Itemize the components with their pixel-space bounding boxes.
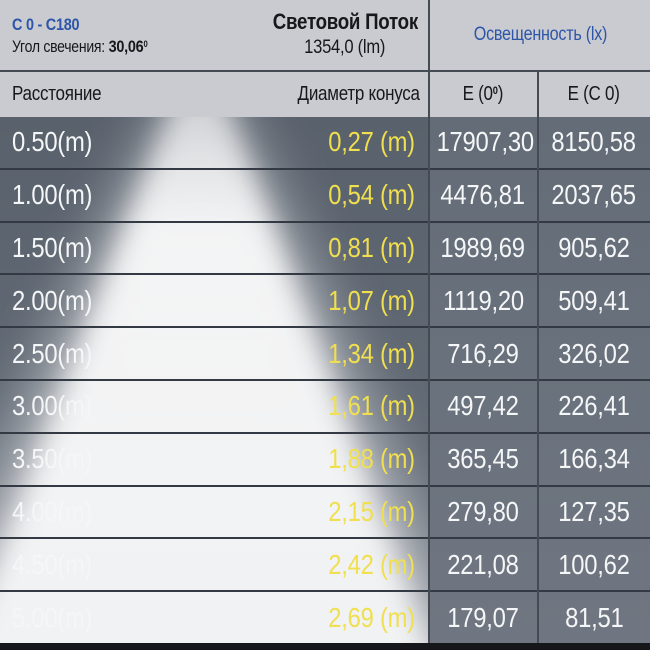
column-cone-diameter: Диаметр конуса xyxy=(297,83,420,105)
e0-cell: 497,42 xyxy=(447,390,519,422)
distance-cell: 0.50(m) xyxy=(12,126,93,158)
beam-angle-sup: 0 xyxy=(143,39,148,50)
distance-cell: 4.50(m) xyxy=(12,548,93,580)
cone-diameter-cell: 1,07 (m) xyxy=(328,284,415,316)
cone-diameter-cell: 1,88 (m) xyxy=(328,443,415,475)
ec0-cell: 100,62 xyxy=(558,548,630,580)
ec0-cell: 8150,58 xyxy=(551,126,637,158)
table-body: 0.50(m) 0,27 (m) 17907,30 8150,58 1.00(m… xyxy=(0,117,650,643)
table-row: 1.00(m) 0,54 (m) 4476,81 2037,65 xyxy=(0,167,650,221)
table-row: 4.50(m) 2,42 (m) 221,08 100,62 xyxy=(0,537,650,590)
cone-diameter-cell: 2,42 (m) xyxy=(328,548,415,580)
distance-cell: 3.00(m) xyxy=(12,390,93,422)
ec0-cell: 226,41 xyxy=(558,390,630,422)
table-row: 2.00(m) 1,07 (m) 1119,20 509,41 xyxy=(0,273,650,326)
e0-cell: 1989,69 xyxy=(440,231,526,263)
ec0-cell: 166,34 xyxy=(558,443,630,475)
ec0-cell: 81,51 xyxy=(564,601,624,633)
ec0-cell: 326,02 xyxy=(558,337,630,369)
e0-cell: 1119,20 xyxy=(442,284,524,316)
cone-diameter-cell: 0,54 (m) xyxy=(328,179,415,211)
e0-cell: 4476,81 xyxy=(440,179,526,211)
bottom-bar xyxy=(0,643,650,650)
cone-diameter-cell: 0,27 (m) xyxy=(328,126,415,158)
table-header: C 0 - C180 Угол свечения: 30,060 Светово… xyxy=(0,0,650,70)
table-row: 0.50(m) 0,27 (m) 17907,30 8150,58 xyxy=(0,117,650,168)
table-rows: 0.50(m) 0,27 (m) 17907,30 8150,58 1.00(m… xyxy=(0,117,650,643)
distance-cell: 1.00(m) xyxy=(12,179,93,211)
cone-diameter-cell: 1,61 (m) xyxy=(328,390,415,422)
column-ec0: E (C 0) xyxy=(567,83,621,105)
luminous-flux-title: Световой Поток xyxy=(272,9,418,34)
cone-diameter-cell: 2,15 (m) xyxy=(328,495,415,527)
e0-cell: 179,07 xyxy=(447,601,519,633)
table-row: 3.50(m) 1,88 (m) 365,45 166,34 xyxy=(0,431,650,485)
illuminance-title: Освещенность (lx) xyxy=(473,24,607,45)
c-plane-label: C 0 - C180 xyxy=(12,15,80,34)
distance-cell: 3.50(m) xyxy=(12,443,93,475)
e0-cell: 365,45 xyxy=(447,443,519,475)
e0-cell: 17907,30 xyxy=(436,126,534,158)
e0-cell: 221,08 xyxy=(447,548,519,580)
table-row: 1.50(m) 0,81 (m) 1989,69 905,62 xyxy=(0,220,650,274)
ec0-cell: 905,62 xyxy=(558,231,630,263)
table-row: 3.00(m) 1,61 (m) 497,42 226,41 xyxy=(0,378,650,432)
ec0-cell: 2037,65 xyxy=(551,179,637,211)
cone-diameter-cell: 2,69 (m) xyxy=(328,601,415,633)
luminous-flux-value: 1354,0 (lm) xyxy=(304,36,386,59)
column-header-row: Расстояние Диаметр конуса E (00) E (C 0) xyxy=(0,72,650,117)
distance-cell: 4.00(m) xyxy=(12,495,93,527)
e-column-divider xyxy=(537,72,539,643)
distance-cell: 5.00(m) xyxy=(12,601,93,633)
luminous-flux-block: Световой Поток 1354,0 (lm) xyxy=(240,9,450,60)
beam-angle-value: 30,06 xyxy=(108,37,144,57)
ec0-cell: 127,35 xyxy=(558,495,630,527)
column-distance: Расстояние xyxy=(12,83,102,105)
table-row: 5.00(m) 2,69 (m) 179,07 81,51 xyxy=(0,590,650,643)
distance-cell: 2.00(m) xyxy=(12,284,93,316)
cone-diameter-cell: 1,34 (m) xyxy=(328,337,415,369)
e0-cell: 279,80 xyxy=(447,495,519,527)
distance-cell: 2.50(m) xyxy=(12,337,93,369)
distance-cell: 1.50(m) xyxy=(12,231,93,263)
c-plane-block: C 0 - C180 Угол свечения: 30,060 xyxy=(12,15,171,58)
cone-diameter-cell: 0,81 (m) xyxy=(328,231,415,263)
main-column-divider xyxy=(428,0,430,643)
beam-angle: Угол свечения: 30,060 xyxy=(12,37,171,58)
header-divider-line xyxy=(0,70,650,72)
beam-angle-label: Угол свечения: xyxy=(12,38,105,57)
table-row: 2.50(m) 1,34 (m) 716,29 326,02 xyxy=(0,326,650,379)
e0-cell: 716,29 xyxy=(447,337,519,369)
ec0-cell: 509,41 xyxy=(558,284,630,316)
table-row: 4.00(m) 2,15 (m) 279,80 127,35 xyxy=(0,484,650,538)
column-e0: E (00) xyxy=(462,83,504,105)
